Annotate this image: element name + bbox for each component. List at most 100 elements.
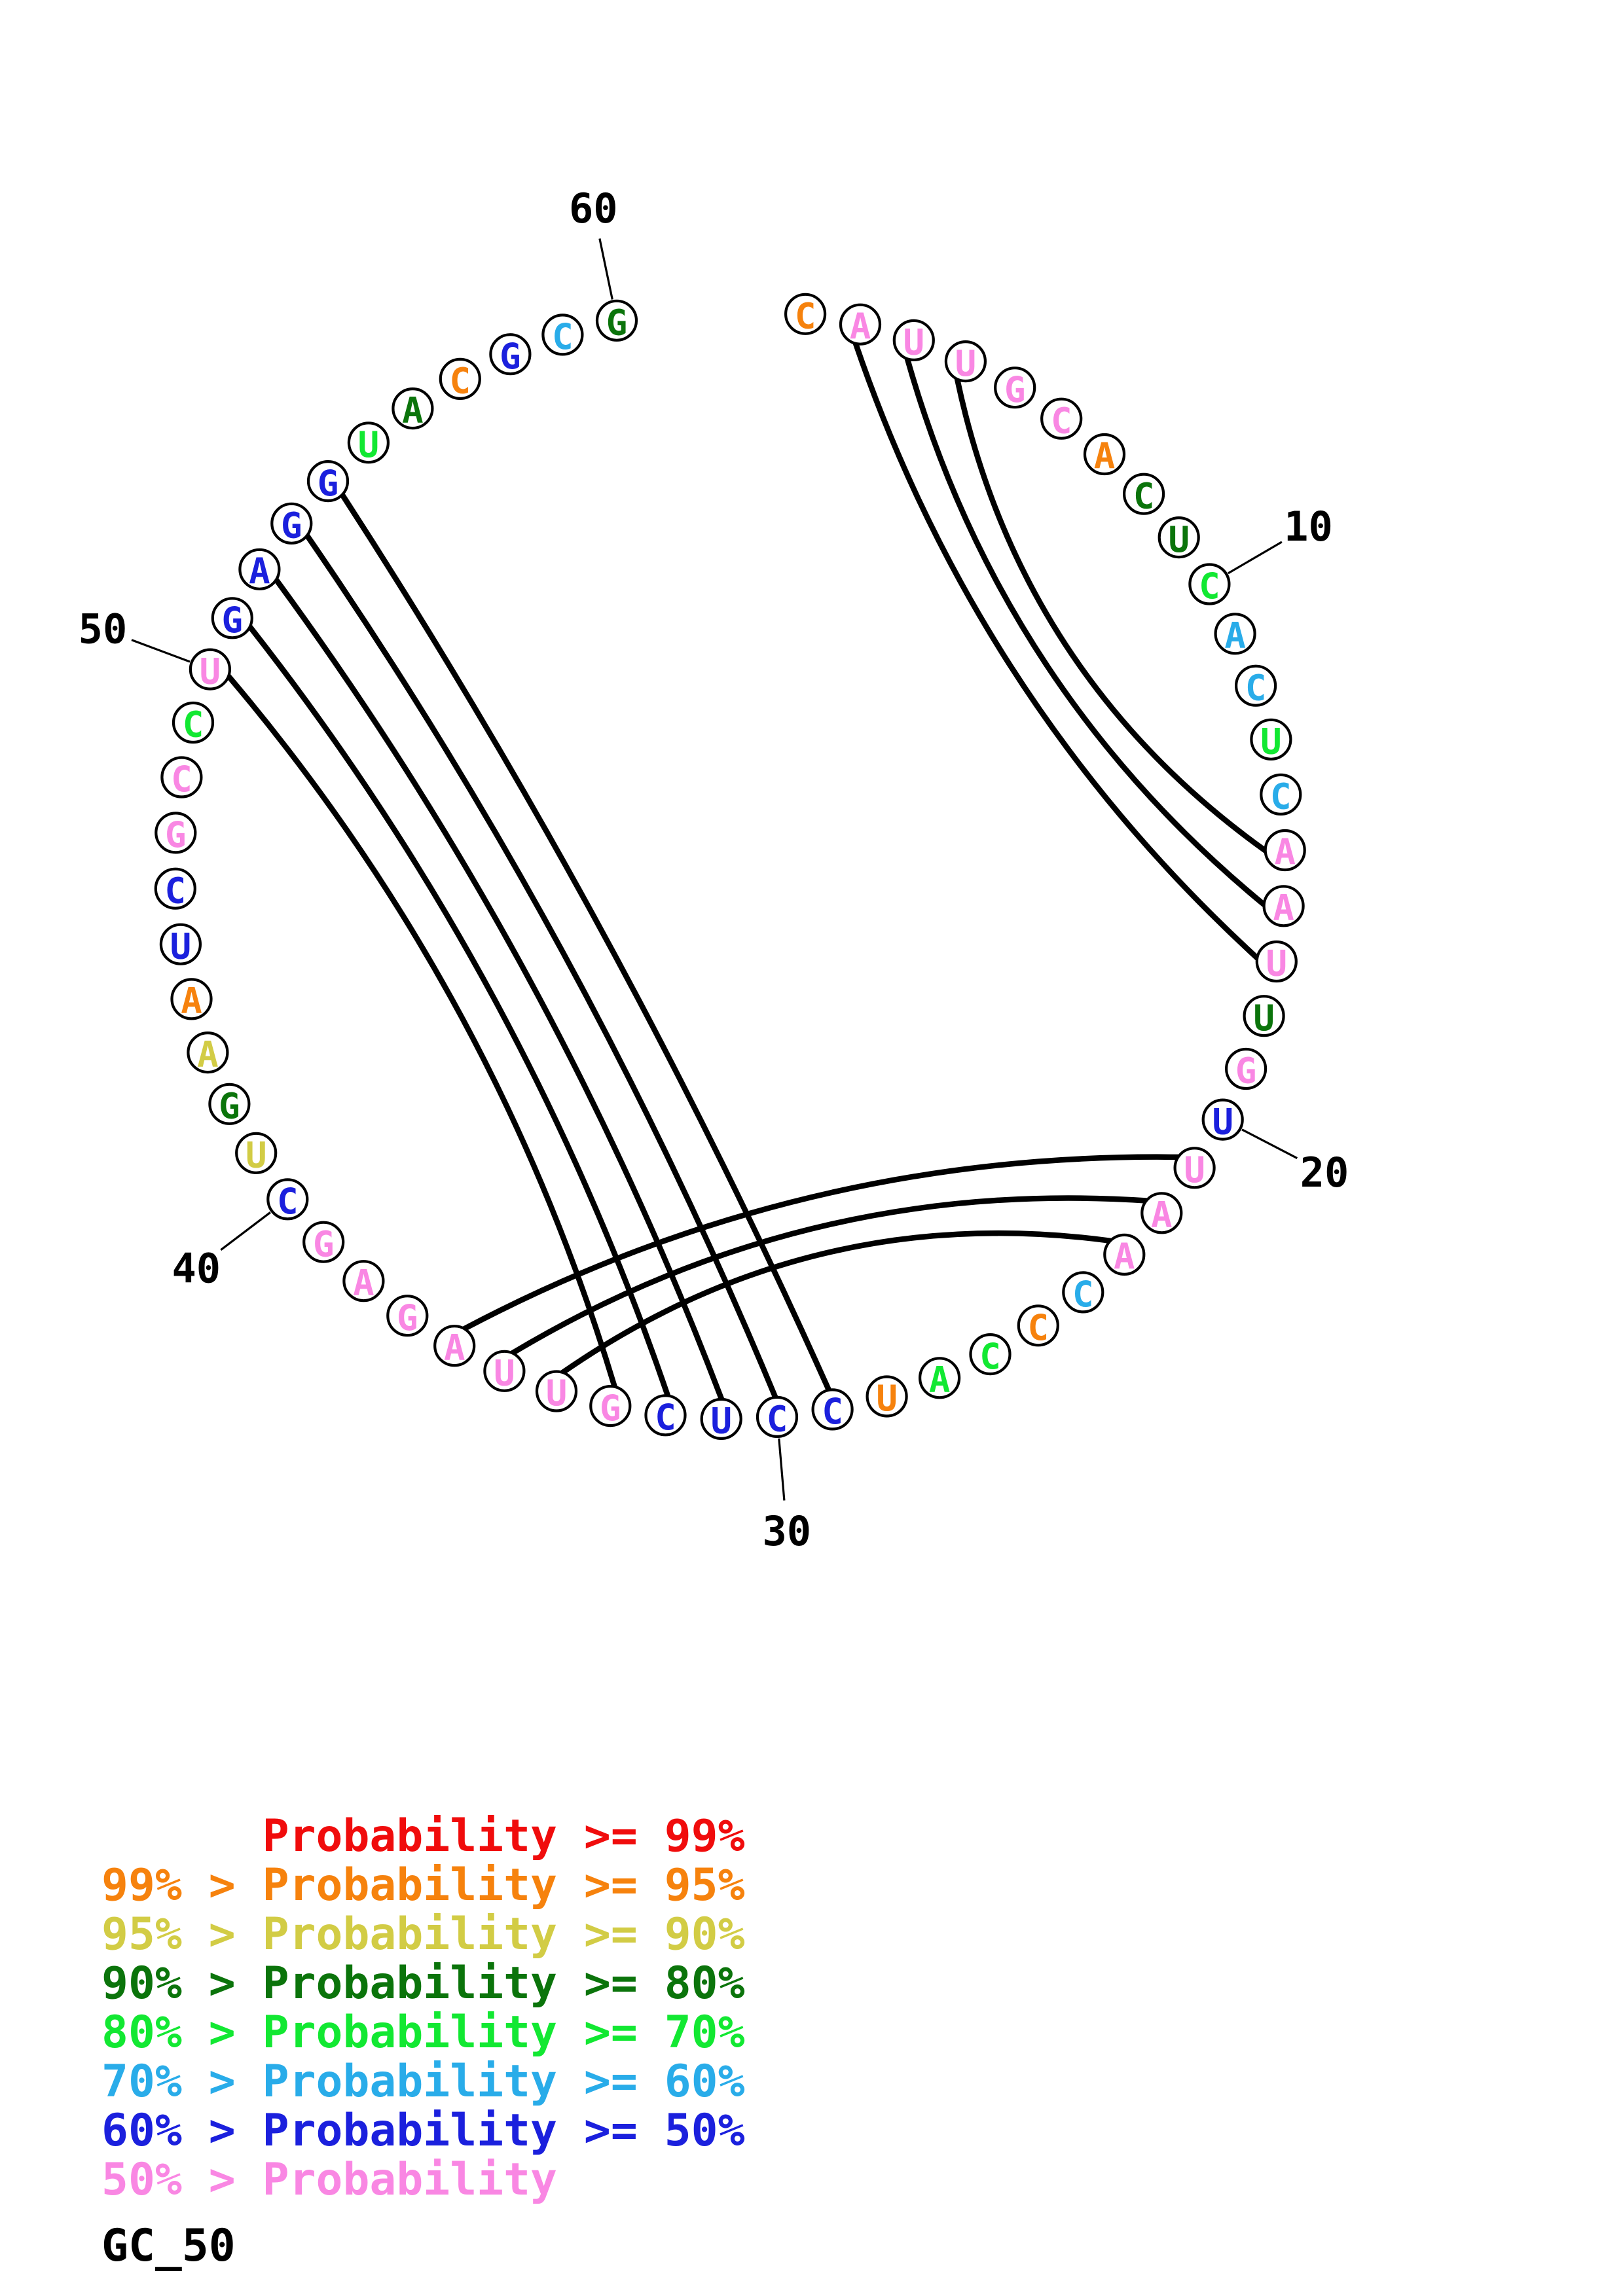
nucleotide-54-G: G <box>306 459 350 504</box>
nucleotide-circle <box>535 1370 578 1412</box>
nucleotides: C A UUGCACUCACUCAAUUGUUAACCCAUCCUCGUUAGAGC… <box>154 293 1306 1442</box>
nucleotide-27-A: A <box>918 1357 961 1401</box>
nucleotide-letter: A <box>249 551 270 592</box>
nucleotide-14-C: C <box>1260 773 1302 817</box>
nucleotide-16-A: A <box>1262 885 1305 929</box>
nucleotide-letter: U <box>1212 1101 1233 1142</box>
nucleotide-circle <box>189 648 231 691</box>
nucleotide-letter: G <box>1235 1050 1257 1092</box>
nucleotide-letter: A <box>1151 1194 1173 1236</box>
nucleotide-45-U: U <box>159 923 202 967</box>
nucleotide-circle <box>1188 563 1231 605</box>
nucleotide-letter: G <box>318 463 339 504</box>
nucleotide-circle <box>170 978 213 1020</box>
nucleotide-letter: U <box>955 343 977 384</box>
nucleotide-letter: U <box>1266 943 1288 984</box>
nucleotide-letter: G <box>606 302 628 344</box>
nucleotide-circle <box>892 319 935 362</box>
pair-arc-52-31 <box>273 577 725 1403</box>
nucleotide-58-G: G <box>489 333 532 377</box>
nucleotide-letter: A <box>929 1359 951 1401</box>
nucleotide-48-C: C <box>160 756 203 800</box>
nucleotide-circle <box>211 597 253 639</box>
nucleotide-21-U: U <box>1173 1147 1216 1191</box>
nucleotide-53-G: G <box>270 502 313 547</box>
nucleotide-circle <box>541 314 584 356</box>
nucleotide-letter: A <box>181 980 202 1022</box>
nucleotide-8-C: C <box>1122 473 1165 516</box>
nucleotide-letter: U <box>358 424 380 465</box>
position-label-60: 60 <box>569 185 618 232</box>
nucleotide-17-U: U <box>1255 940 1298 984</box>
nucleotide-letter: A <box>1273 888 1294 929</box>
nucleotide-circle <box>1201 1098 1244 1141</box>
nucleotide-5-G: G <box>994 367 1036 410</box>
nucleotide-39-G: G <box>302 1221 345 1265</box>
nucleotide-letter: A <box>402 390 424 431</box>
nucleotide-letter: C <box>655 1397 676 1438</box>
nucleotide-31-U: U <box>700 1397 742 1442</box>
nucleotide-letter: C <box>795 296 816 337</box>
nucleotide-28-U: U <box>866 1375 908 1419</box>
nucleotide-59-C: C <box>541 314 584 357</box>
legend-row-5: 80% > Probability >= 70% <box>101 2007 745 2058</box>
nucleotide-51-G: G <box>211 597 253 641</box>
nucleotide-letter: C <box>1051 400 1072 441</box>
nucleotide-circle <box>1017 1304 1059 1347</box>
position-label-50: 50 <box>79 605 128 653</box>
nucleotide-letter: C <box>183 704 204 745</box>
position-labels: 10 20 30 40 50 60 <box>79 185 1349 1555</box>
nucleotide-letter: G <box>281 505 302 547</box>
nucleotide-circle <box>347 422 390 464</box>
pair-arc-21-36 <box>461 1154 1181 1332</box>
nucleotide-circle <box>918 1357 961 1399</box>
pair-arc-23-34 <box>560 1230 1114 1376</box>
nucleotide-letter: C <box>1133 475 1155 516</box>
legend-row-3: 95% > Probability >= 90% <box>101 1909 745 1960</box>
nucleotide-circle <box>1040 397 1083 440</box>
nucleotide-41-U: U <box>235 1132 278 1176</box>
nucleotide-letter: G <box>600 1388 621 1429</box>
nucleotide-circle <box>187 1031 229 1074</box>
probability-legend: Probability >= 99% 99% > Probability >= 9… <box>101 1812 745 2204</box>
position-label-line-40 <box>220 1211 271 1251</box>
nucleotide-letter: U <box>1260 721 1282 762</box>
nucleotide-letter: U <box>546 1372 568 1414</box>
nucleotide-circle <box>784 293 827 335</box>
nucleotide-50-U: U <box>189 648 231 692</box>
nucleotide-circle <box>1243 995 1285 1037</box>
pair-arc-53-30 <box>304 532 778 1401</box>
nucleotide-10-C: C <box>1188 563 1231 607</box>
nucleotide-circle <box>1103 1233 1146 1276</box>
nucleotide-letter: U <box>494 1353 515 1394</box>
position-label-line-60 <box>598 238 613 300</box>
nucleotide-circle <box>1224 1047 1267 1090</box>
pair-arc-2-17 <box>852 340 1260 961</box>
nucleotide-circle <box>386 1295 429 1337</box>
nucleotide-circle <box>700 1397 742 1440</box>
nucleotide-circle <box>439 357 481 401</box>
nucleotide-circle <box>159 923 202 965</box>
nucleotide-34-U: U <box>535 1370 578 1414</box>
nucleotide-11-A: A <box>1214 613 1256 656</box>
nucleotide-letter: C <box>822 1391 843 1432</box>
nucleotide-letter: U <box>1168 519 1190 560</box>
nucleotide-letter: G <box>313 1223 335 1265</box>
nucleotide-circle <box>969 1333 1012 1376</box>
nucleotide-44-A: A <box>170 978 213 1022</box>
legend-row-1: Probability >= 99% <box>101 1810 745 1862</box>
nucleotide-letter: U <box>246 1135 267 1176</box>
nucleotide-25-C: C <box>1017 1304 1059 1348</box>
nucleotide-49-C: C <box>172 701 215 745</box>
nucleotide-23-A: A <box>1103 1233 1146 1278</box>
position-label-lines <box>131 238 1298 1501</box>
nucleotide-circle <box>1158 516 1200 559</box>
nucleotide-24-C: C <box>1062 1271 1104 1315</box>
nucleotide-35-U: U <box>483 1350 526 1394</box>
nucleotide-circle <box>644 1394 687 1437</box>
nucleotide-circle <box>306 459 350 503</box>
nucleotide-circle <box>342 1260 385 1302</box>
nucleotide-19-G: G <box>1224 1047 1267 1092</box>
nucleotide-circle <box>1122 473 1165 515</box>
